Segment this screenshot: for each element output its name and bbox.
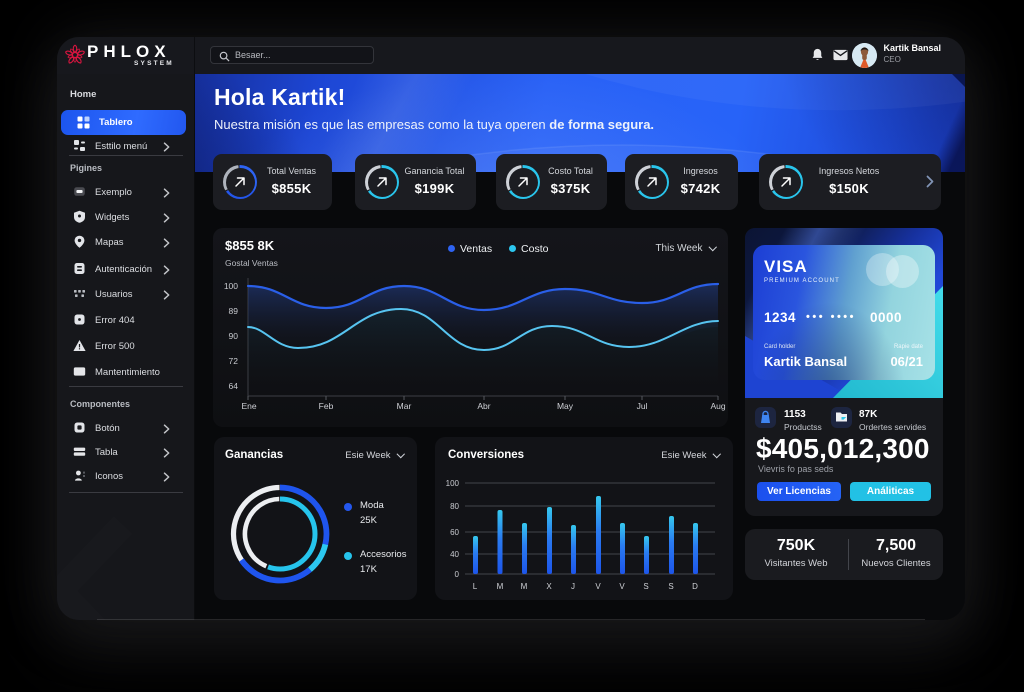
svg-text:90: 90 [229, 331, 239, 341]
svg-text:Abr: Abr [477, 401, 490, 411]
svg-text:40: 40 [450, 550, 459, 559]
svg-text:64: 64 [229, 381, 239, 391]
svg-text:100: 100 [224, 281, 238, 291]
svg-text:J: J [571, 582, 575, 591]
svg-text:V: V [595, 582, 601, 591]
svg-text:Aug: Aug [710, 401, 725, 411]
svg-text:72: 72 [229, 356, 239, 366]
svg-text:Ene: Ene [241, 401, 256, 411]
svg-text:60: 60 [450, 528, 459, 537]
svg-text:100: 100 [446, 479, 460, 488]
svg-text:89: 89 [229, 306, 239, 316]
svg-text:X: X [546, 582, 552, 591]
svg-text:M: M [521, 582, 528, 591]
svg-text:L: L [473, 582, 478, 591]
svg-text:80: 80 [450, 502, 459, 511]
svg-text:S: S [668, 582, 673, 591]
svg-text:M: M [497, 582, 504, 591]
svg-text:May: May [557, 401, 574, 411]
svg-text:Mar: Mar [397, 401, 412, 411]
svg-text:0: 0 [455, 570, 460, 579]
svg-text:Jul: Jul [637, 401, 648, 411]
svg-text:D: D [692, 582, 698, 591]
svg-text:V: V [619, 582, 625, 591]
svg-text:Feb: Feb [319, 401, 334, 411]
svg-text:S: S [643, 582, 648, 591]
